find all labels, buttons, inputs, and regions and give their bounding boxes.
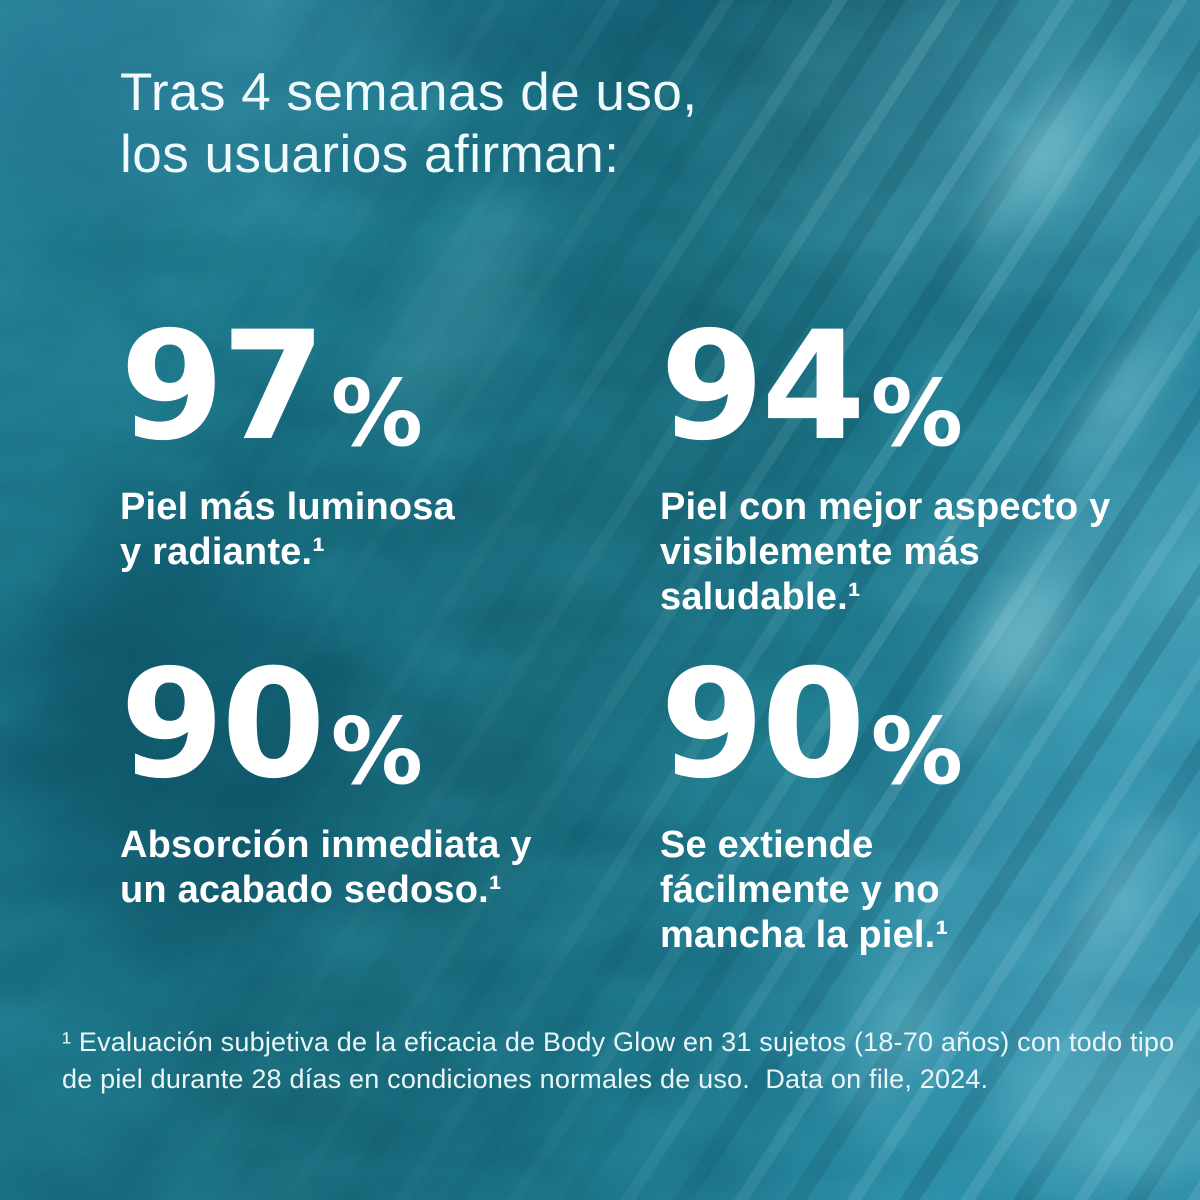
percent-sign: % bbox=[330, 360, 423, 467]
stat-description-line: un acabado sedoso.¹ bbox=[120, 869, 502, 911]
stat-number: 90% bbox=[120, 650, 660, 820]
stat-number: 97% bbox=[120, 312, 660, 482]
stat-description: Se extiende fácilmente y no mancha la pi… bbox=[660, 823, 1200, 958]
stat-description-line: saludable.¹ bbox=[660, 576, 861, 618]
percent-sign: % bbox=[330, 698, 423, 805]
stat-description-line: y radiante.¹ bbox=[120, 531, 326, 573]
stat-value: 90 bbox=[120, 638, 326, 812]
stat-description: Piel con mejor aspecto y visiblemente má… bbox=[660, 485, 1200, 620]
stat-value: 97 bbox=[120, 300, 326, 474]
footnote-line-2: de piel durante 28 días en condiciones n… bbox=[62, 1064, 989, 1094]
stat-healthier-look: 94% Piel con mejor aspecto y visiblement… bbox=[660, 312, 1200, 620]
stat-description-line: Piel más luminosa bbox=[120, 486, 455, 528]
headline-line-1: Tras 4 semanas de uso, bbox=[120, 63, 698, 122]
stat-description: Piel más luminosa y radiante.¹ bbox=[120, 485, 660, 575]
stat-description-line: fácilmente y no bbox=[660, 869, 940, 911]
stat-fast-absorption: 90% Absorción inmediata y un acabado sed… bbox=[120, 650, 660, 913]
stat-description-line: Piel con mejor aspecto y bbox=[660, 486, 1111, 528]
stat-number: 94% bbox=[660, 312, 1200, 482]
headline-line-2: los usuarios afirman: bbox=[120, 125, 620, 184]
stat-value: 94 bbox=[660, 300, 866, 474]
stat-value: 90 bbox=[660, 638, 866, 812]
stat-description-line: mancha la piel.¹ bbox=[660, 914, 949, 956]
percent-sign: % bbox=[870, 698, 963, 805]
stat-easy-spread: 90% Se extiende fácilmente y no mancha l… bbox=[660, 650, 1200, 958]
stat-luminous-skin: 97% Piel más luminosa y radiante.¹ bbox=[120, 312, 660, 575]
headline: Tras 4 semanas de uso, los usuarios afir… bbox=[120, 62, 698, 186]
stat-description-line: visiblemente más bbox=[660, 531, 981, 573]
percent-sign: % bbox=[870, 360, 963, 467]
stat-number: 90% bbox=[660, 650, 1200, 820]
footnote: ¹ Evaluación subjetiva de la eficacia de… bbox=[62, 1024, 1174, 1098]
stat-description: Absorción inmediata y un acabado sedoso.… bbox=[120, 823, 660, 913]
footnote-line-1: ¹ Evaluación subjetiva de la eficacia de… bbox=[62, 1027, 1175, 1057]
stat-description-line: Absorción inmediata y bbox=[120, 824, 532, 866]
stat-description-line: Se extiende bbox=[660, 824, 874, 866]
